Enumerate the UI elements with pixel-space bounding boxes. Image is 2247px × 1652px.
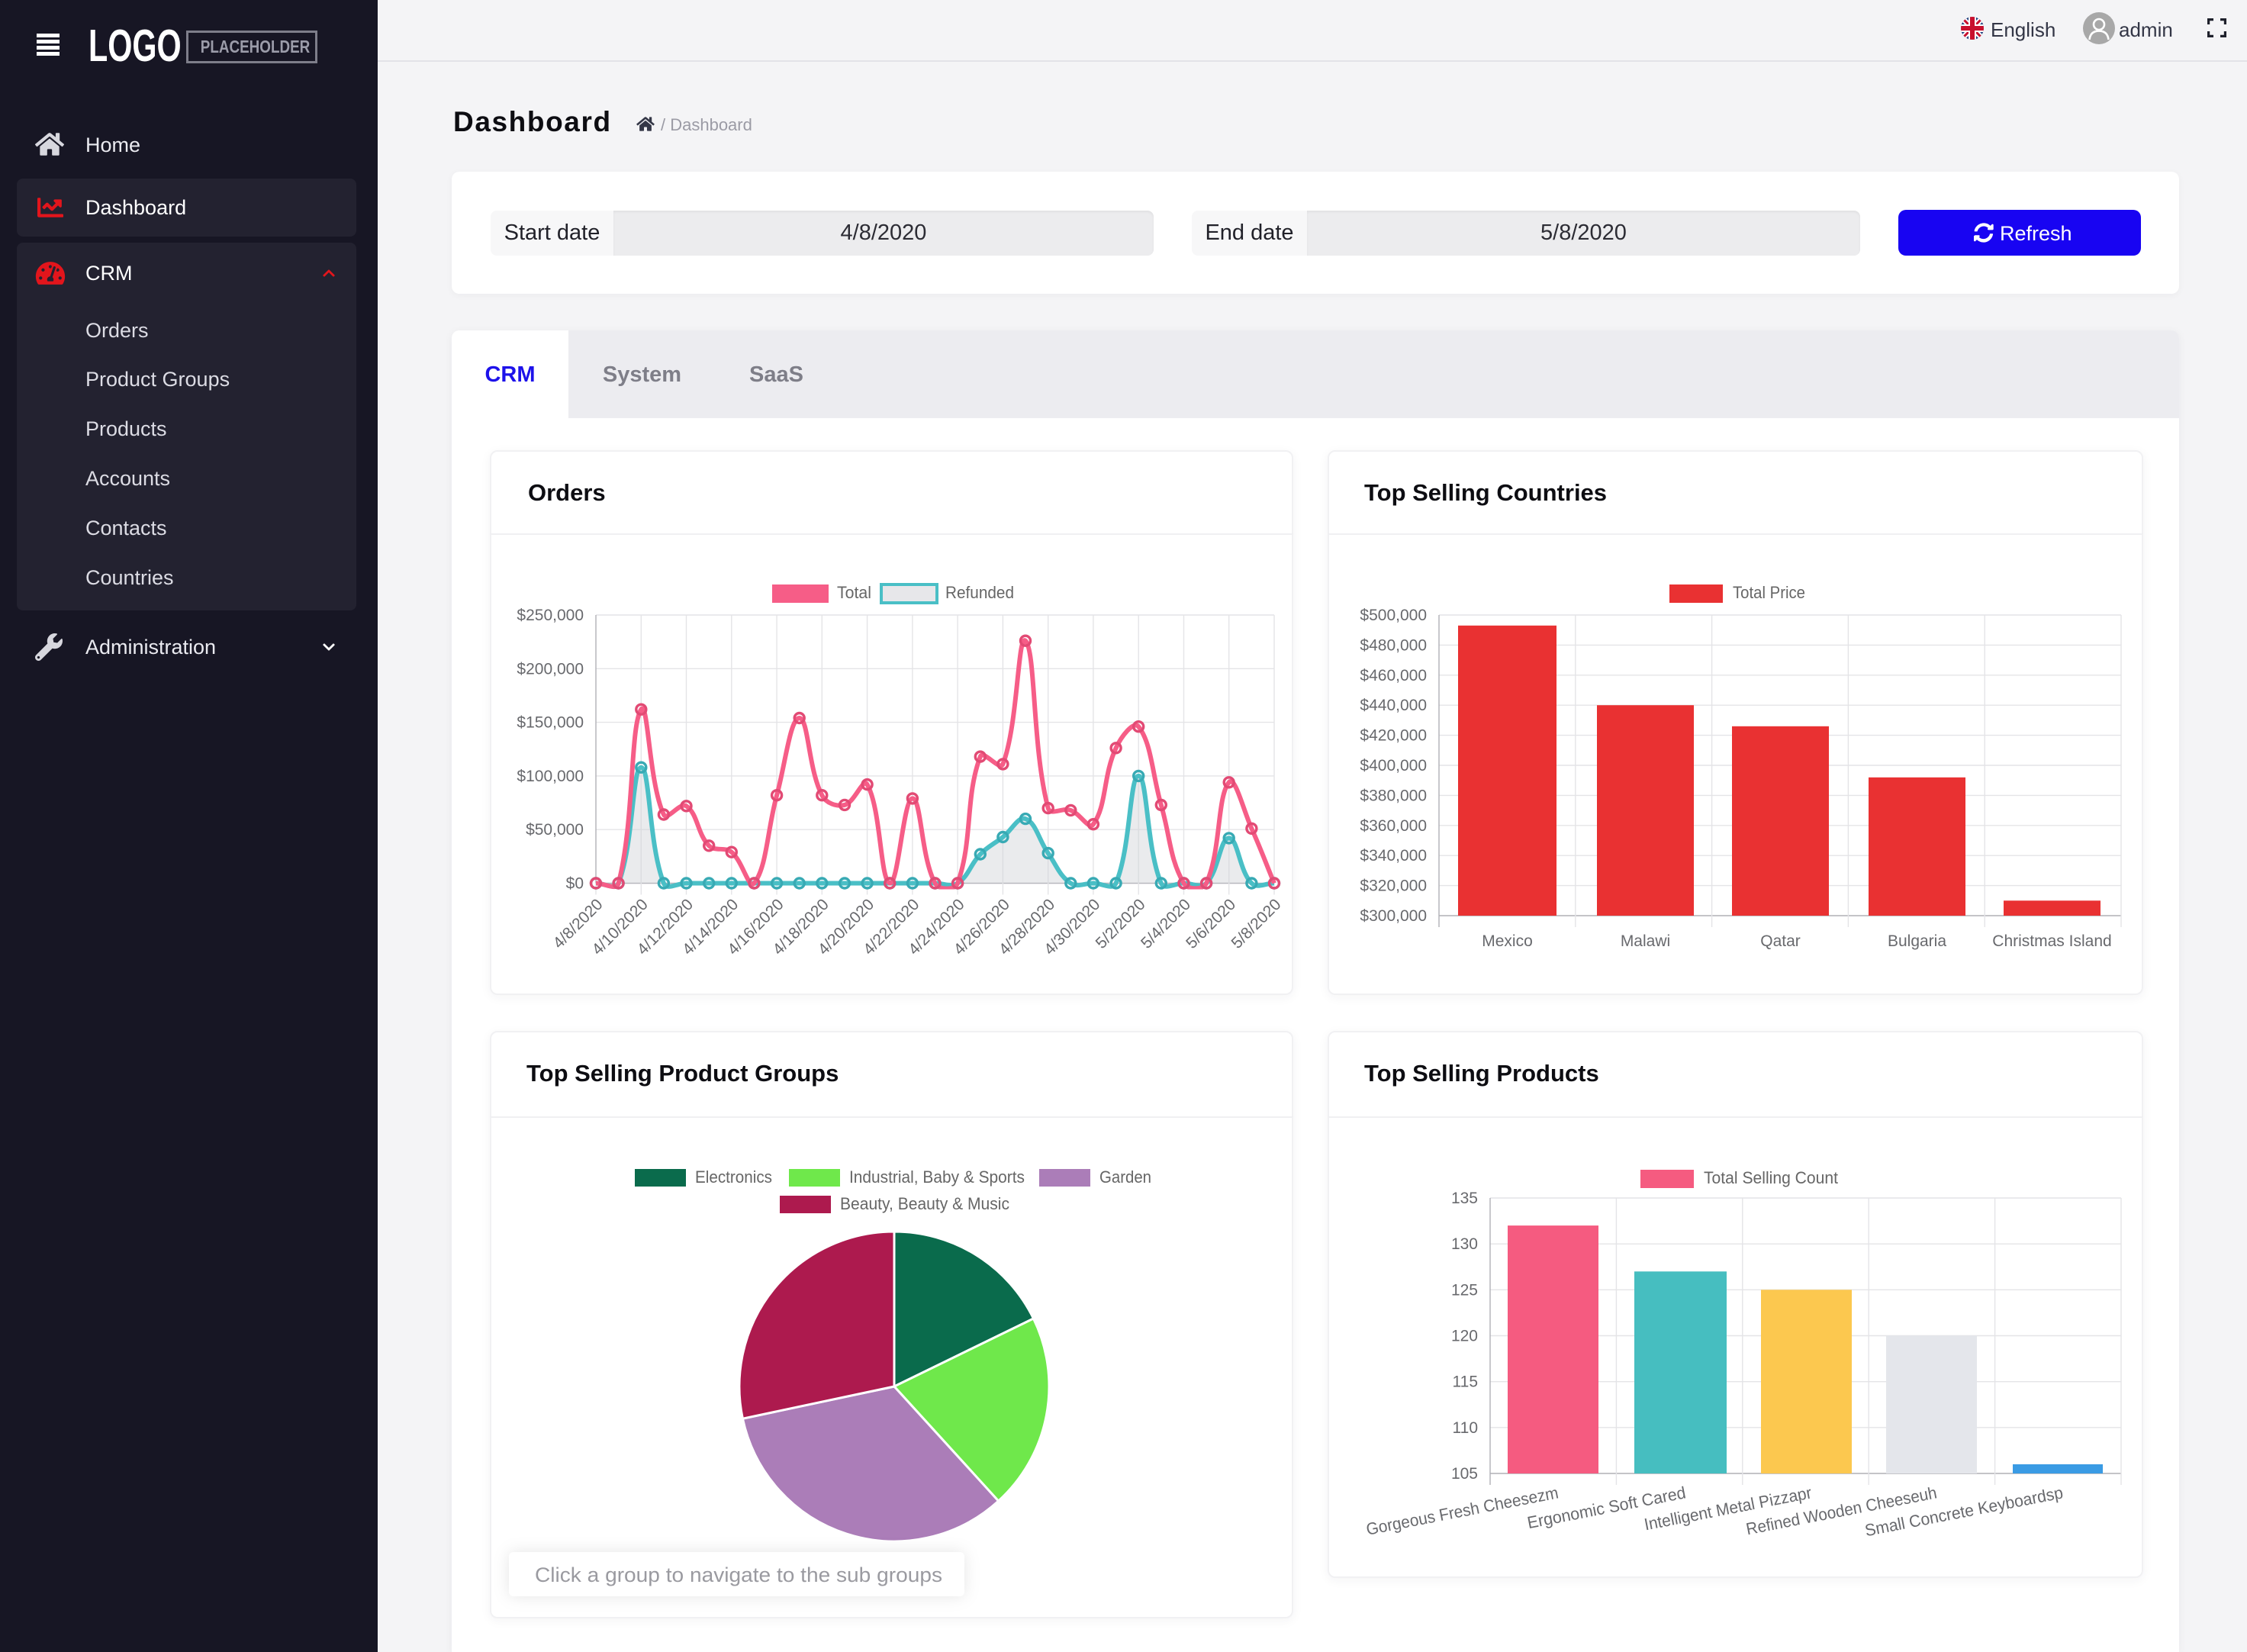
svg-text:Christmas Island: Christmas Island (1992, 932, 2111, 950)
svg-text:110: 110 (1453, 1419, 1478, 1437)
svg-text:120: 120 (1451, 1328, 1478, 1345)
svg-text:$340,000: $340,000 (1360, 847, 1427, 865)
svg-text:$380,000: $380,000 (1360, 787, 1427, 804)
svg-text:$300,000: $300,000 (1360, 907, 1427, 925)
svg-text:$440,000: $440,000 (1360, 697, 1427, 714)
svg-text:Total Price: Total Price (1733, 583, 1805, 602)
svg-text:$100,000: $100,000 (517, 768, 584, 785)
svg-text:Electronics: Electronics (695, 1167, 772, 1187)
svg-text:Total: Total (837, 583, 871, 602)
svg-text:$460,000: $460,000 (1360, 667, 1427, 684)
svg-text:Qatar: Qatar (1760, 932, 1801, 950)
svg-text:Mexico: Mexico (1482, 932, 1533, 950)
svg-text:Refunded: Refunded (945, 583, 1014, 602)
svg-text:$50,000: $50,000 (526, 821, 584, 839)
svg-text:115: 115 (1453, 1373, 1478, 1391)
svg-text:Bulgaria: Bulgaria (1888, 932, 1946, 950)
svg-text:$320,000: $320,000 (1360, 878, 1427, 895)
svg-text:$420,000: $420,000 (1360, 727, 1427, 745)
svg-text:5/6/2020: 5/6/2020 (1183, 896, 1239, 952)
svg-text:105: 105 (1451, 1465, 1478, 1483)
svg-text:$480,000: $480,000 (1360, 636, 1427, 654)
svg-text:130: 130 (1451, 1235, 1478, 1253)
svg-text:Malawi: Malawi (1621, 932, 1670, 950)
svg-text:125: 125 (1451, 1281, 1478, 1299)
svg-text:135: 135 (1451, 1190, 1478, 1207)
svg-text:5/8/2020: 5/8/2020 (1228, 896, 1284, 952)
svg-text:Beauty, Beauty & Music: Beauty, Beauty & Music (840, 1194, 1009, 1213)
svg-text:5/2/2020: 5/2/2020 (1093, 896, 1149, 952)
svg-text:Industrial, Baby & Sports: Industrial, Baby & Sports (849, 1167, 1025, 1187)
svg-text:$500,000: $500,000 (1360, 607, 1427, 624)
svg-text:$0: $0 (566, 875, 584, 893)
svg-text:$150,000: $150,000 (517, 714, 584, 732)
svg-text:$400,000: $400,000 (1360, 757, 1427, 774)
svg-text:$250,000: $250,000 (517, 607, 584, 624)
svg-text:Click a group to navigate to t: Click a group to navigate to the sub gro… (535, 1563, 942, 1586)
svg-text:$200,000: $200,000 (517, 660, 584, 678)
svg-text:Garden: Garden (1099, 1167, 1151, 1187)
svg-text:Total Selling Count: Total Selling Count (1704, 1168, 1838, 1187)
svg-text:$360,000: $360,000 (1360, 817, 1427, 835)
